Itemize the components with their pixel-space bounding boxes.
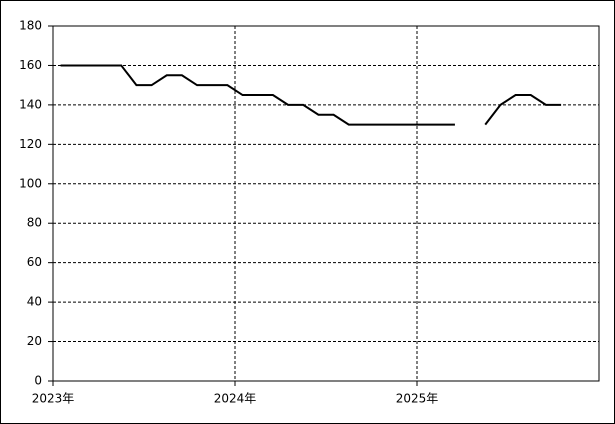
line-series	[60, 64, 562, 126]
plot-area	[52, 25, 600, 382]
y-tick-label: 180	[19, 19, 42, 33]
y-tick-label: 60	[27, 255, 42, 269]
x-tick-label: 2024年	[214, 392, 257, 406]
y-tick-label: 100	[19, 176, 42, 190]
y-tick-label: 0	[34, 374, 42, 388]
y-tick-label: 40	[27, 295, 42, 309]
y-tick-label: 20	[27, 334, 42, 348]
y-tick-label: 140	[19, 97, 42, 111]
y-tick-label: 160	[19, 58, 42, 72]
x-tick-label: 2025年	[396, 392, 439, 406]
x-tick-label: 2023年	[32, 392, 75, 406]
y-tick-label: 80	[27, 216, 42, 230]
y-tick-label: 120	[19, 137, 42, 151]
